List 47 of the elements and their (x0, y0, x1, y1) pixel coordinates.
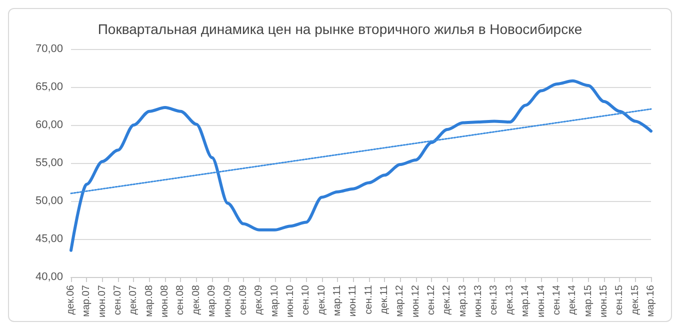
chart-title: Поквартальная динамика цен на рынке вторичного жилья в Новосибирске (98, 21, 582, 37)
x-tick-label: мар.14 (520, 284, 532, 317)
x-tick-label: дек.10 (316, 284, 328, 315)
x-tick-label: июн.11 (348, 284, 359, 317)
x-tick-label: июн.10 (284, 284, 296, 318)
x-tick-label: сен.12 (426, 284, 438, 315)
x-tick-label: июн.07 (96, 284, 108, 318)
y-tick-label: 60,00 (35, 119, 63, 131)
x-tick-label: июн.09 (222, 284, 234, 318)
x-tick-label: дек.13 (504, 284, 516, 315)
x-tick-label: дек.07 (128, 284, 140, 315)
x-tick-label: мар.16 (646, 284, 656, 317)
x-tick-label: сен.13 (488, 284, 500, 315)
x-tick-label: мар.13 (457, 284, 468, 317)
x-tick-label: сен.11 (363, 284, 374, 314)
x-tick-label: дек.11 (379, 284, 390, 314)
x-tick-label: мар.11 (332, 284, 343, 316)
x-tick-label: мар.10 (269, 284, 280, 317)
x-tick-label: сен.07 (112, 284, 124, 315)
y-tick-label: 50,00 (35, 195, 63, 207)
x-tick-label: мар.15 (582, 284, 594, 317)
x-tick-label: сен.08 (175, 284, 186, 315)
x-tick-label: июн.15 (598, 284, 610, 318)
x-tick-label: июн.13 (473, 284, 484, 318)
x-tick-label: дек.06 (66, 284, 76, 315)
x-tick-label: сен.14 (551, 284, 562, 315)
x-tick-label: дек.15 (630, 284, 641, 315)
x-tick-label: мар.08 (144, 284, 155, 317)
x-tick-label: сен.15 (614, 284, 626, 315)
y-tick-label: 40,00 (35, 271, 63, 283)
x-tick-label: мар.09 (206, 284, 218, 317)
x-tick-label: сен.10 (300, 284, 312, 315)
x-tick-label: дек.12 (442, 284, 453, 315)
x-tick-label: дек.09 (254, 284, 265, 315)
y-tick-label: 55,00 (35, 157, 63, 169)
x-tick-label: сен.09 (238, 284, 249, 315)
x-tick-label: дек.08 (190, 284, 202, 315)
y-tick-label: 70,00 (35, 43, 63, 55)
x-tick-label: июн.12 (410, 284, 422, 318)
x-tick-label: мар.12 (394, 284, 406, 317)
x-tick-label: дек.14 (567, 284, 578, 315)
y-tick-label: 65,00 (35, 81, 63, 93)
x-tick-label: мар.07 (81, 284, 92, 317)
y-tick-label: 45,00 (35, 233, 63, 245)
x-tick-label: июн.08 (160, 284, 171, 318)
x-tick-label: июн.14 (536, 284, 547, 318)
line-series (70, 79, 652, 252)
